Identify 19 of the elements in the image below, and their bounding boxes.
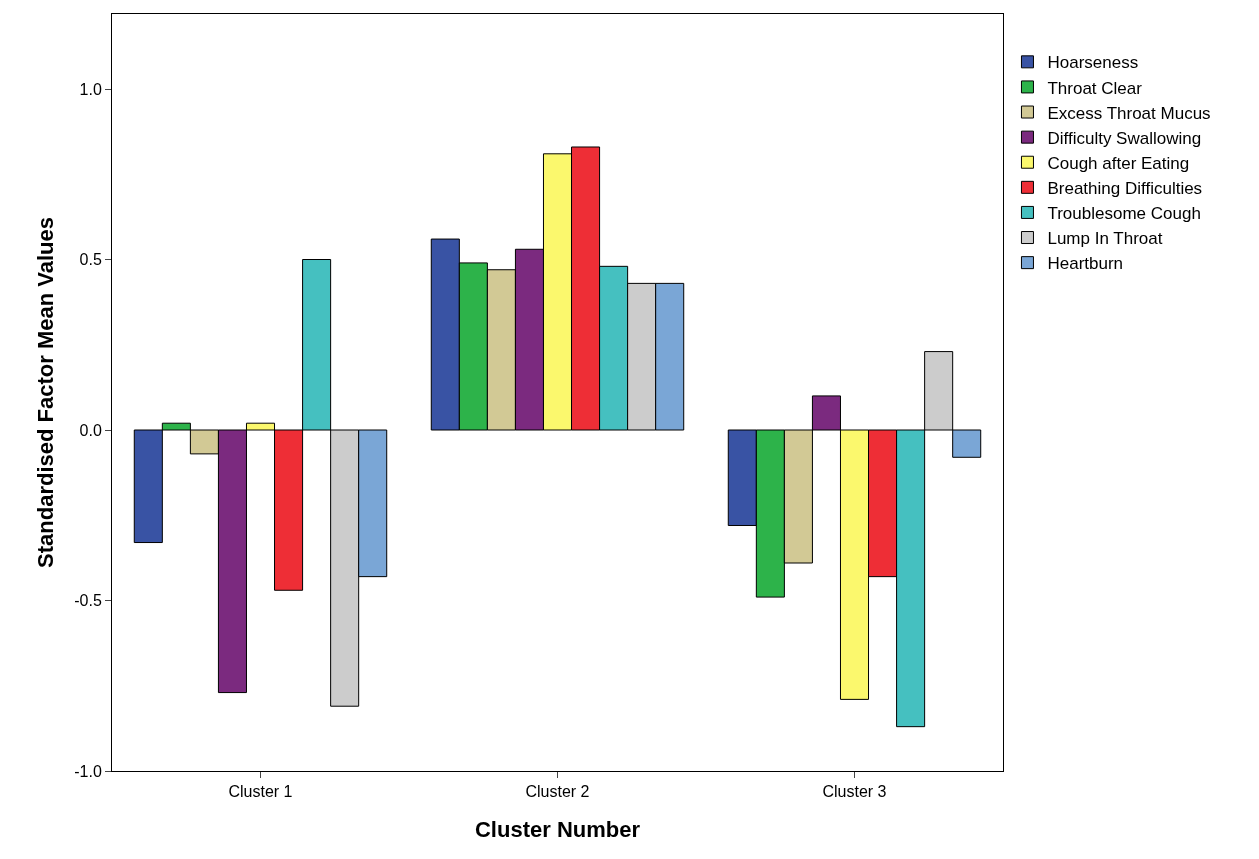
y-tick-label: -0.5 <box>74 592 102 610</box>
legend-label: Heartburn <box>1047 254 1124 274</box>
x-axis-title: Cluster Number <box>474 817 641 843</box>
legend-label: Difficulty Swallowing <box>1047 128 1202 148</box>
x-tick-label: Cluster 2 <box>525 783 590 801</box>
legend-label: Troublesome Cough <box>1047 204 1201 224</box>
legend-label: Hoarseness <box>1047 53 1139 73</box>
legend-label: Breathing Difficulties <box>1047 178 1203 198</box>
y-axis-title: Standardised Factor Mean Values <box>33 217 59 568</box>
y-tick-label: 1.0 <box>79 80 102 98</box>
x-tick-label: Cluster 1 <box>228 783 293 801</box>
x-tick-label: Cluster 3 <box>822 783 887 801</box>
legend-label: Lump In Throat <box>1047 229 1163 249</box>
legend-label: Cough after Eating <box>1047 153 1190 173</box>
y-tick-label: -1.0 <box>74 762 102 780</box>
y-tick-label: 0.0 <box>79 421 102 439</box>
legend-label: Throat Clear <box>1047 78 1143 98</box>
y-tick-label: 0.5 <box>79 251 102 269</box>
legend-label: Excess Throat Mucus <box>1047 103 1211 123</box>
